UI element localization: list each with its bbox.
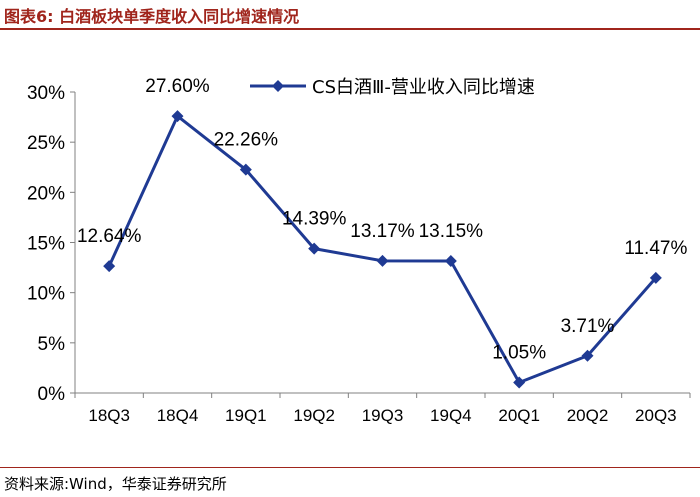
data-label: 13.15% — [419, 221, 484, 242]
x-tick-label: 18Q4 — [157, 406, 199, 425]
figure-header: 图表6: 白酒板块单季度收入同比增速情况 — [0, 0, 700, 30]
y-tick-label: 10% — [27, 284, 65, 305]
y-tick-label: 5% — [38, 334, 66, 355]
data-point-marker — [649, 271, 662, 284]
x-tick-label: 19Q1 — [225, 406, 267, 425]
y-tick-label: 15% — [27, 234, 65, 255]
data-label: 11.47% — [624, 238, 687, 259]
data-label: 1.05% — [492, 342, 546, 363]
chart-legend: CS白酒Ⅲ-营业收入同比增速 — [250, 77, 535, 98]
data-point-marker — [171, 110, 184, 123]
x-tick-label: 19Q4 — [430, 406, 472, 425]
data-label: 27.60% — [145, 76, 210, 97]
y-axis-ticks: 0% 5% 10% 15% 20% 25% 30% — [27, 83, 75, 405]
y-tick-label: 25% — [27, 133, 65, 154]
figure-title: 图表6: 白酒板块单季度收入同比增速情况 — [4, 7, 300, 26]
legend-label: CS白酒Ⅲ-营业收入同比增速 — [312, 77, 535, 98]
x-tick-label: 20Q2 — [567, 406, 609, 425]
data-label: 12.64% — [77, 226, 142, 247]
series-line — [107, 114, 657, 384]
data-point-marker — [308, 242, 321, 255]
data-labels: 12.64% 27.60% 22.26% 14.39%13.17% 13.15% 1.05… — [77, 76, 688, 363]
data-point-marker — [376, 254, 389, 267]
data-point-marker — [444, 255, 457, 268]
x-tick-label: 20Q3 — [635, 406, 677, 425]
x-axis-ticks: 18Q3 18Q4 19Q1 19Q2 19Q3 19Q4 20Q1 20Q2 20Q3 — [74, 393, 691, 425]
y-tick-label: 30% — [27, 83, 65, 104]
data-label: 3.71% — [561, 316, 615, 337]
y-tick-label: 20% — [27, 183, 65, 204]
legend-marker — [272, 80, 284, 92]
data-label: 22.26% — [214, 130, 279, 151]
footer-divider — [0, 467, 700, 468]
source-note: 资料来源:Wind，华泰证券研究所 — [4, 475, 227, 493]
data-point-marker — [513, 376, 526, 389]
x-tick-label: 20Q1 — [498, 406, 540, 425]
data-label: 13.17% — [350, 221, 415, 242]
x-tick-label: 19Q2 — [293, 406, 335, 425]
y-tick-label: 0% — [38, 384, 66, 405]
series-group — [103, 110, 662, 389]
data-point-marker — [103, 260, 116, 273]
x-tick-label: 18Q3 — [88, 406, 130, 425]
x-tick-label: 19Q3 — [362, 406, 404, 425]
header-divider — [0, 28, 700, 30]
figure-footer: 资料来源:Wind，华泰证券研究所 — [0, 467, 700, 497]
data-point-marker — [581, 349, 594, 362]
data-point-marker — [239, 163, 252, 176]
data-label: 14.39% — [282, 209, 347, 230]
